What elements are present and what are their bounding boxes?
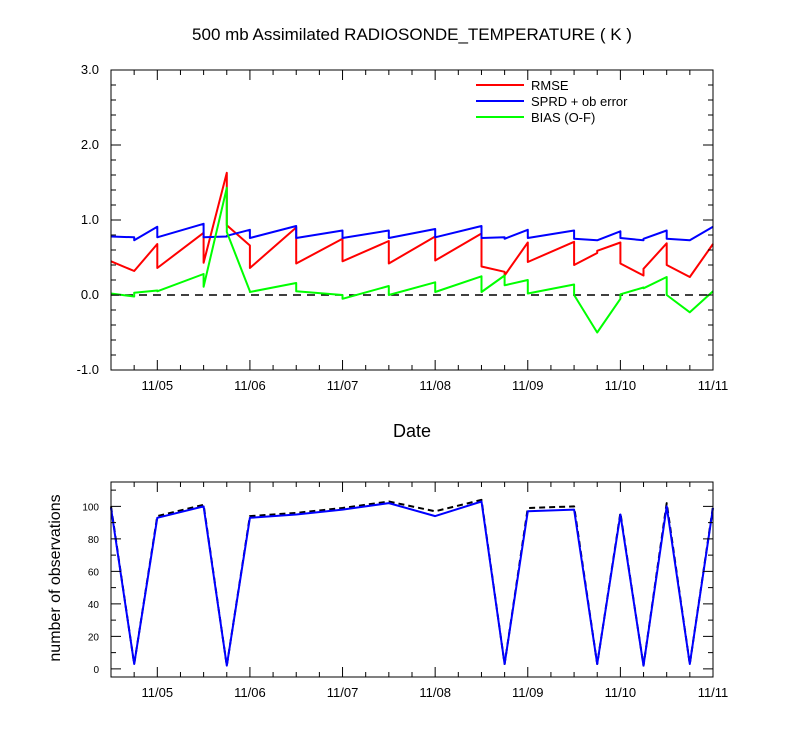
legend-label-sprd-ob-error: SPRD + ob error <box>531 94 628 109</box>
top-axes: 11/05 11/06 11/07 11/08 11/09 11/10 11/11 -1.0 0… <box>77 62 729 393</box>
top-x-tick-label: 11/09 <box>512 378 544 393</box>
bottom-y-tick-label: 20 <box>88 632 100 643</box>
chart-title: 500 mb Assimilated RADIOSONDE_TEMPERATUR… <box>192 25 632 44</box>
bottom-chart-panel: 11/05 11/06 11/07 11/08 11/09 11/10 11/11 0 20 40… <box>47 481 728 700</box>
bottom-x-tick-label: 11/05 <box>142 685 174 700</box>
series-line-sprd-ob-error <box>110 222 714 242</box>
bottom-y-tick-label: 100 <box>82 502 99 513</box>
series-line-observations-used <box>110 500 714 667</box>
top-y-tick-label: 0.0 <box>81 287 99 302</box>
top-x-tick-label: 11/06 <box>234 378 266 393</box>
bottom-plot-area <box>110 498 714 667</box>
top-x-tick-label: 11/07 <box>327 378 359 393</box>
top-y-tick-label: -1.0 <box>77 362 99 377</box>
bottom-x-tick-label: 11/11 <box>698 685 729 700</box>
top-x-tick-label: 11/10 <box>605 378 637 393</box>
top-plot-frame <box>110 69 714 371</box>
bottom-x-tick-label: 11/08 <box>419 685 451 700</box>
top-chart-panel: 11/05 11/06 11/07 11/08 11/09 11/10 11/11 -1.0 0… <box>77 62 729 393</box>
y-axis-label-observations: number of observations <box>47 494 64 661</box>
top-x-tick-label: 11/11 <box>698 378 729 393</box>
top-x-tick-label: 11/08 <box>419 378 451 393</box>
top-y-tick-label: 3.0 <box>81 62 99 77</box>
series-line-rmse <box>110 171 714 278</box>
bottom-plot-frame <box>110 481 714 678</box>
bottom-x-tick-label: 11/07 <box>327 685 359 700</box>
bottom-y-tick-label: 60 <box>88 567 100 578</box>
top-y-tick-label: 1.0 <box>81 212 99 227</box>
legend-label-rmse: RMSE <box>531 78 569 93</box>
series-line-bias-o-f <box>110 186 714 334</box>
bottom-y-tick-label: 80 <box>88 535 100 546</box>
top-x-tick-label: 11/05 <box>142 378 174 393</box>
bottom-axes: 11/05 11/06 11/07 11/08 11/09 11/10 11/11 0 20 40… <box>82 482 728 700</box>
bottom-y-tick-label: 0 <box>93 665 99 676</box>
top-plot-area <box>110 171 714 334</box>
bottom-x-tick-label: 11/09 <box>512 685 544 700</box>
bottom-x-tick-label: 11/10 <box>605 685 637 700</box>
x-axis-label: Date <box>393 421 431 441</box>
top-y-tick-label: 2.0 <box>81 137 99 152</box>
legend-label-bias-o-f: BIAS (O-F) <box>531 110 595 125</box>
bottom-y-tick-label: 40 <box>88 600 100 611</box>
bottom-x-tick-label: 11/06 <box>234 685 266 700</box>
